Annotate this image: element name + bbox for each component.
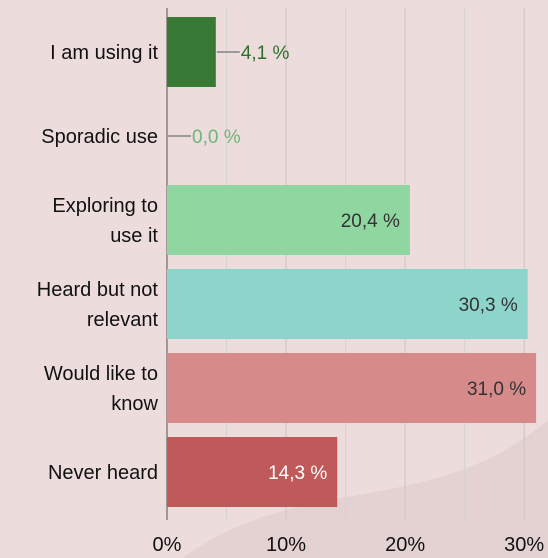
value-label-3: 30,3 % <box>459 295 518 316</box>
x-tick-label-0: 0% <box>153 534 182 556</box>
category-label-2-line-1: use it <box>110 225 158 247</box>
category-label-3-line-1: relevant <box>87 309 159 331</box>
x-tick-label-2: 20% <box>385 534 425 556</box>
x-tick-label-3: 30% <box>504 534 544 556</box>
category-label-5: Never heard <box>48 462 158 484</box>
value-label-1: 0,0 % <box>192 127 241 148</box>
category-label-3-line-0: Heard but not <box>37 279 159 301</box>
value-label-2: 20,4 % <box>341 211 400 232</box>
value-label-0: 4,1 % <box>241 43 290 64</box>
bar-0 <box>167 17 216 87</box>
x-tick-label-1: 10% <box>266 534 306 556</box>
category-label-2-line-0: Exploring to <box>52 195 158 217</box>
value-label-5: 14,3 % <box>268 463 327 484</box>
value-label-4: 31,0 % <box>467 379 526 400</box>
category-label-4-line-0: Would like to <box>44 363 158 385</box>
category-label-0: I am using it <box>50 42 158 64</box>
category-label-1: Sporadic use <box>41 126 158 148</box>
category-label-4-line-1: know <box>111 393 158 415</box>
